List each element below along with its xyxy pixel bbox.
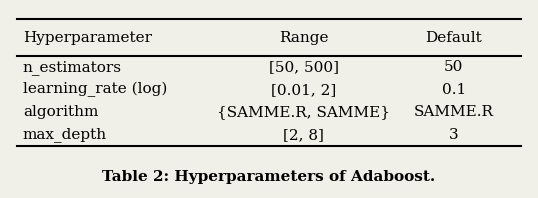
Text: {SAMME.R, SAMME}: {SAMME.R, SAMME} <box>217 105 390 119</box>
Text: SAMME.R: SAMME.R <box>414 105 494 119</box>
Text: algorithm: algorithm <box>23 105 98 119</box>
Text: [50, 500]: [50, 500] <box>269 60 339 74</box>
Text: max_depth: max_depth <box>23 127 107 142</box>
Text: Default: Default <box>425 30 482 45</box>
Text: n_estimators: n_estimators <box>23 60 122 75</box>
Text: 0.1: 0.1 <box>442 83 466 97</box>
Text: Range: Range <box>279 30 329 45</box>
Text: learning_rate (log): learning_rate (log) <box>23 82 167 97</box>
Text: 50: 50 <box>444 60 463 74</box>
Text: Hyperparameter: Hyperparameter <box>23 30 152 45</box>
Text: [0.01, 2]: [0.01, 2] <box>271 83 336 97</box>
Text: [2, 8]: [2, 8] <box>284 128 324 142</box>
Text: 3: 3 <box>449 128 458 142</box>
Text: Table 2: Hyperparameters of Adaboost.: Table 2: Hyperparameters of Adaboost. <box>102 170 436 184</box>
